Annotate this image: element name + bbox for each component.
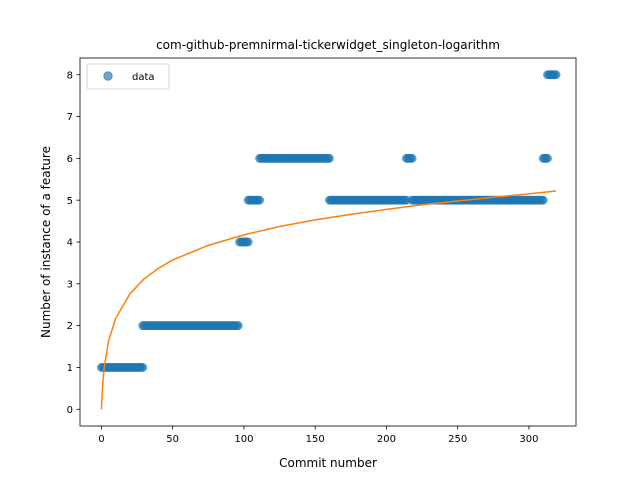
data-point bbox=[138, 363, 148, 372]
data-point bbox=[407, 153, 417, 163]
axes: 0 50 100 150 200 250 300 0 1 2 3 4 5 6 7 8 bbox=[67, 57, 577, 445]
x-tick-label: 200 bbox=[377, 434, 396, 445]
fit-line bbox=[100, 190, 557, 410]
y-tick-label: 0 bbox=[67, 405, 73, 416]
y-tick-label: 7 bbox=[67, 112, 73, 123]
x-tick-label: 50 bbox=[166, 434, 179, 445]
data-point bbox=[543, 153, 552, 163]
x-axis-label: Commit number bbox=[279, 456, 377, 470]
y-tick-label: 4 bbox=[67, 238, 73, 249]
x-tick-label: 100 bbox=[234, 434, 253, 445]
y-tick-label: 8 bbox=[67, 70, 73, 81]
y-axis-label: Number of instance of a feature bbox=[39, 146, 53, 338]
data-point bbox=[538, 195, 548, 205]
y-tick-label: 6 bbox=[67, 154, 73, 165]
axes-frame bbox=[79, 57, 577, 427]
data-point bbox=[243, 237, 253, 247]
legend-box bbox=[86, 63, 170, 90]
data-point bbox=[324, 153, 334, 163]
x-tick-label: 250 bbox=[448, 434, 467, 445]
legend: data bbox=[86, 63, 170, 90]
legend-marker-data bbox=[103, 71, 113, 81]
data-points bbox=[96, 70, 561, 372]
data-point bbox=[233, 321, 243, 331]
y-tick-label: 2 bbox=[67, 321, 73, 332]
x-tick-label: 300 bbox=[519, 434, 538, 445]
y-tick-label: 1 bbox=[67, 363, 73, 374]
y-tick-label: 5 bbox=[67, 196, 73, 207]
x-tick-label: 0 bbox=[98, 434, 104, 445]
legend-label-data: data bbox=[132, 72, 155, 83]
chart-title: com-github-premnirmal-tickerwidget_singl… bbox=[156, 38, 500, 52]
x-tick-label: 150 bbox=[306, 434, 325, 445]
data-point bbox=[255, 195, 265, 205]
data-point bbox=[551, 70, 561, 80]
y-tick-label: 3 bbox=[67, 279, 73, 290]
plot-area bbox=[96, 70, 561, 410]
